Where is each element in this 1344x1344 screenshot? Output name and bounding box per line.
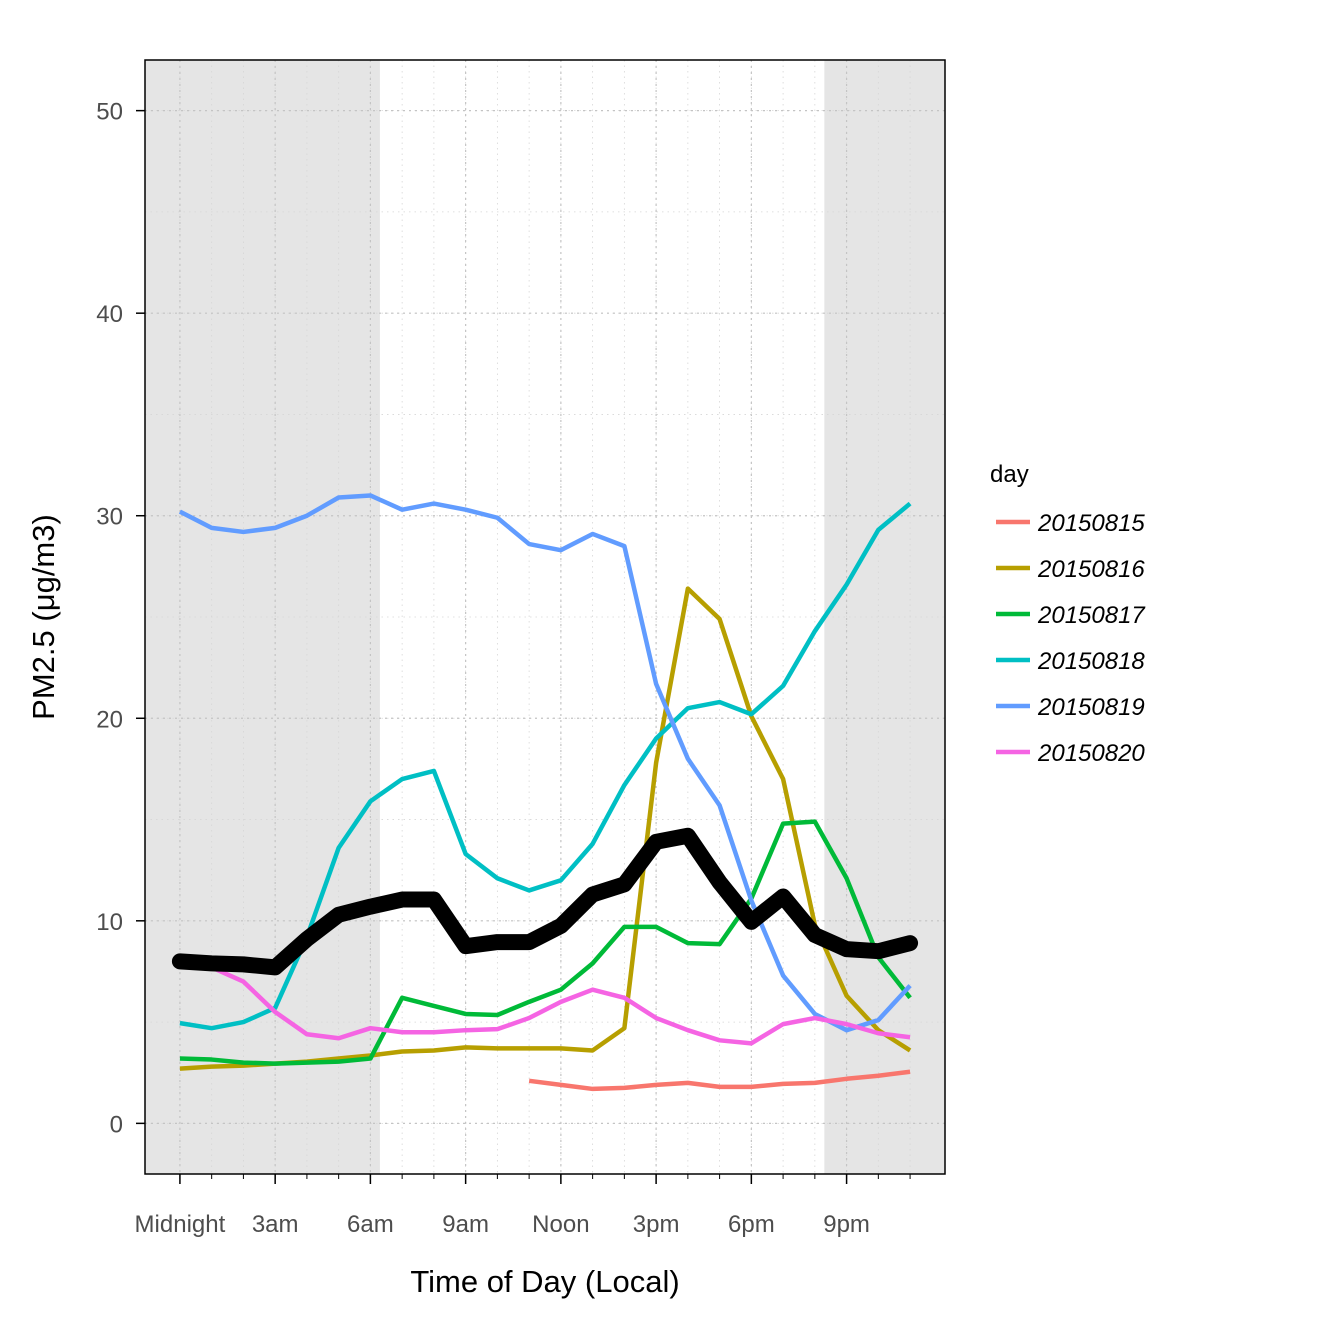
series-layer xyxy=(171,493,919,1092)
legend-label-20150817: 20150817 xyxy=(1037,602,1146,629)
x-axis-title: Time of Day (Local) xyxy=(410,1264,679,1299)
series-line-20150817 xyxy=(179,819,912,1066)
y-tick-label: 20 xyxy=(96,706,123,733)
x-tick-label: 9pm xyxy=(823,1211,870,1238)
legend-label-20150815: 20150815 xyxy=(1037,510,1145,537)
legend-label-20150820: 20150820 xyxy=(1037,740,1145,767)
y-tick-label: 10 xyxy=(96,909,123,936)
y-axis-title: PM2.5 (μg/m3) xyxy=(26,514,61,720)
legend-label-20150816: 20150816 xyxy=(1037,556,1145,583)
y-tick-label: 30 xyxy=(96,504,123,531)
mean-series-line xyxy=(171,827,919,976)
plot-panel-border xyxy=(144,59,946,1175)
legend-label-20150818: 20150818 xyxy=(1037,648,1145,675)
x-tick-label: 9am xyxy=(442,1211,489,1238)
x-tick-label: 3pm xyxy=(633,1211,680,1238)
series-line-20150820 xyxy=(179,959,911,1046)
y-tick-label: 50 xyxy=(96,99,123,126)
y-tick-label: 40 xyxy=(96,301,123,328)
series-line-20150815 xyxy=(528,1069,911,1092)
x-tick-label: 3am xyxy=(252,1211,299,1238)
x-tick-label: 6am xyxy=(347,1211,394,1238)
x-tick-label: Noon xyxy=(532,1211,589,1238)
grid-layer xyxy=(145,60,945,1174)
night-shading-layer xyxy=(145,60,945,1174)
legend: day 20150815 20150816 20150817 20150818 2015… xyxy=(990,461,1146,767)
axis-layer: 0 10 20 30 40 50 Midnight 3am 6am 9am Noon 3pm 6pm 9p… xyxy=(96,99,911,1238)
x-tick-label: Midnight xyxy=(135,1211,226,1238)
x-tick-label: 6pm xyxy=(728,1211,775,1238)
series-line-20150819 xyxy=(178,493,912,1033)
y-tick-label: 0 xyxy=(110,1111,123,1138)
legend-title: day xyxy=(990,461,1029,488)
legend-label-20150819: 20150819 xyxy=(1037,694,1145,721)
